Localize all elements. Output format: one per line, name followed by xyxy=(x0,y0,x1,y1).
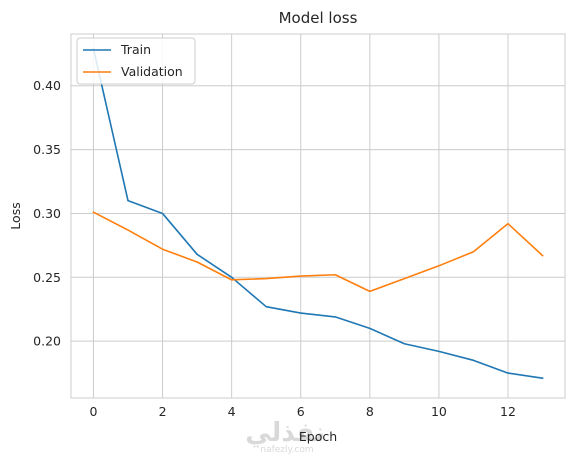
y-tick-label: 0.35 xyxy=(33,142,61,157)
x-tick-label: 8 xyxy=(366,404,374,419)
y-tick-label: 0.25 xyxy=(33,270,61,285)
legend-label-validation: Validation xyxy=(121,64,183,79)
x-tick-label: 0 xyxy=(89,404,97,419)
y-axis-label: Loss xyxy=(8,202,23,229)
watermark-latin: nafezly.com xyxy=(260,445,313,455)
y-tick-label: 0.20 xyxy=(33,334,61,349)
x-tick-label: 10 xyxy=(431,404,447,419)
x-tick-labels: 0 2 4 6 8 10 12 xyxy=(89,404,515,419)
series-line-train xyxy=(92,47,544,380)
x-tick-label: 12 xyxy=(500,404,516,419)
y-tick-label: 0.30 xyxy=(33,206,61,221)
x-axis-label: Epoch xyxy=(299,429,337,444)
legend-label-train: Train xyxy=(120,42,151,57)
y-tick-label: 0.40 xyxy=(33,78,61,93)
watermark: نفذلي nafezly.com xyxy=(245,418,325,455)
y-gridlines xyxy=(71,85,565,342)
x-tick-label: 4 xyxy=(228,404,236,419)
x-tick-label: 6 xyxy=(297,404,305,419)
chart-title: Model loss xyxy=(279,9,358,27)
x-tick-label: 2 xyxy=(159,404,167,419)
series-lines xyxy=(92,47,544,380)
plot-area xyxy=(70,33,566,399)
legend: Train Validation xyxy=(76,37,196,85)
y-tick-labels: 0.20 0.25 0.30 0.35 0.40 xyxy=(33,78,61,348)
watermark-arabic: نفذلي xyxy=(245,418,325,448)
x-gridlines xyxy=(92,34,509,398)
series-line-validation xyxy=(92,211,544,293)
